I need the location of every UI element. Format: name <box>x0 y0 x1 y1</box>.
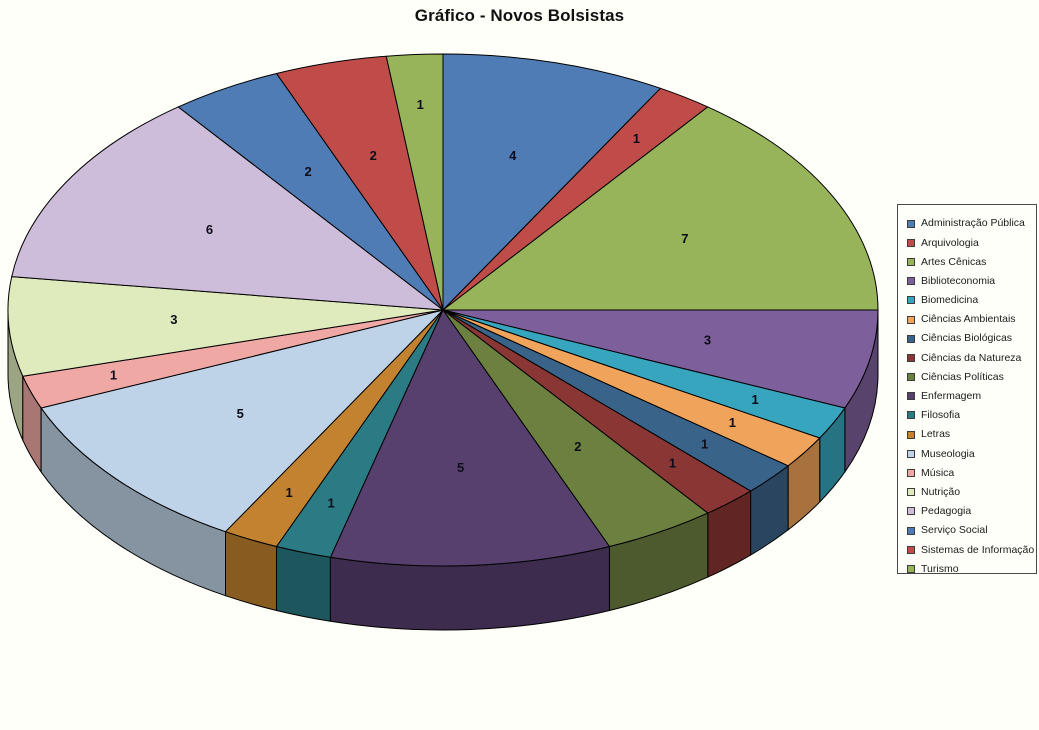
legend-swatch-icon <box>907 526 915 535</box>
legend-item-label: Sistemas de Informação <box>921 543 1035 556</box>
legend-item-label: Arquivologia <box>921 236 979 249</box>
legend-item[interactable]: Biblioteconomia <box>907 272 1036 291</box>
pie-top-faces <box>7 53 879 567</box>
legend-item-label: Artes Cênicas <box>921 255 987 268</box>
legend-swatch-icon <box>907 564 915 573</box>
chart-title: Gráfico - Novos Bolsistas <box>414 6 625 25</box>
legend-item-label: Biomedicina <box>921 294 979 307</box>
legend-swatch-icon <box>907 545 915 554</box>
legend-item-label: Filosofia <box>921 409 961 422</box>
legend-swatch-icon <box>907 257 915 266</box>
pie-slice-wall <box>276 546 331 622</box>
pie-slice-value-label: 2 <box>370 148 377 163</box>
pie-slice[interactable] <box>40 309 444 533</box>
legend-item[interactable]: Música <box>907 463 1036 482</box>
legend-item[interactable]: Arquivologia <box>907 233 1036 252</box>
legend-item[interactable]: Ciências Biológicas <box>907 329 1036 348</box>
legend-swatch-icon <box>907 219 915 228</box>
pie-slice-value-label: 7 <box>681 231 688 246</box>
legend-item[interactable]: Ciências da Natureza <box>907 348 1036 367</box>
legend-swatch-icon <box>907 334 915 343</box>
pie-slice-value-label: 2 <box>305 164 312 179</box>
legend-swatch-icon <box>907 449 915 458</box>
legend-item[interactable]: Serviço Social <box>907 521 1036 540</box>
legend-item[interactable]: Letras <box>907 425 1036 444</box>
pie-slice-value-label: 1 <box>110 367 117 382</box>
legend-item[interactable]: Museologia <box>907 444 1036 463</box>
pie-slice-value-label: 1 <box>669 455 676 470</box>
legend-item-label: Serviço Social <box>921 524 988 537</box>
pie-slice-value-label: 5 <box>457 460 464 475</box>
pie-slice-value-label: 1 <box>328 495 335 510</box>
legend-item[interactable]: Administração Pública <box>907 214 1036 233</box>
legend-item-label: Ciências Políticas <box>921 370 1004 383</box>
pie-slice-value-label: 1 <box>701 436 708 451</box>
pie-slice[interactable] <box>385 53 444 311</box>
pie-slice[interactable] <box>329 309 610 567</box>
legend-item-label: Ciências Ambientais <box>921 313 1016 326</box>
legend-swatch-icon <box>907 507 915 516</box>
legend-item-label: Ciências da Natureza <box>921 351 1022 364</box>
legend-swatch-icon <box>907 392 915 401</box>
legend-swatch-icon <box>907 430 915 439</box>
legend-swatch-icon <box>907 315 915 324</box>
pie-slice-value-label: 6 <box>206 222 213 237</box>
pie-slice-value-label: 3 <box>170 312 177 327</box>
legend-item-label: Turismo <box>921 562 959 575</box>
pie-slice-value-label: 1 <box>751 392 758 407</box>
pie-side-walls <box>7 308 879 631</box>
pie-slice-value-label: 1 <box>633 131 640 146</box>
legend-swatch-icon <box>907 373 915 382</box>
legend-item-label: Biblioteconomia <box>921 274 996 287</box>
legend-swatch-icon <box>907 411 915 420</box>
legend-item[interactable]: Sistemas de Informação <box>907 540 1036 559</box>
legend-item-label: Nutrição <box>921 485 961 498</box>
pie-slice-value-label: 1 <box>417 97 424 112</box>
pie-slice[interactable] <box>7 276 444 377</box>
legend-item[interactable]: Biomedicina <box>907 291 1036 310</box>
legend-item[interactable]: Ciências Políticas <box>907 368 1036 387</box>
pie-slice[interactable] <box>442 53 661 311</box>
pie-slice-value-label: 1 <box>729 415 736 430</box>
legend-swatch-icon <box>907 469 915 478</box>
legend-item-label: Museologia <box>921 447 975 460</box>
pie-slice[interactable] <box>11 106 444 311</box>
pie-slice-value-label: 3 <box>704 332 711 347</box>
legend-item-label: Ciências Biológicas <box>921 332 1013 345</box>
pie-slice[interactable] <box>442 106 879 311</box>
legend-swatch-icon <box>907 296 915 305</box>
legend-item-label: Administração Pública <box>921 217 1025 230</box>
legend-item-label: Pedagogia <box>921 505 972 518</box>
legend-item[interactable]: Enfermagem <box>907 387 1036 406</box>
chart-legend: Administração Pública Arquivologia Artes C… <box>897 204 1037 574</box>
pie-slice-value-label: 4 <box>509 148 517 163</box>
legend-item[interactable]: Nutrição <box>907 483 1036 502</box>
legend-item-label: Letras <box>921 428 951 441</box>
legend-swatch-icon <box>907 238 915 247</box>
pie-slice-value-label: 1 <box>285 485 292 500</box>
pie-slice-value-label: 2 <box>574 439 581 454</box>
legend-swatch-icon <box>907 277 915 286</box>
legend-item[interactable]: Artes Cênicas <box>907 252 1036 271</box>
legend-swatch-icon <box>907 488 915 497</box>
legend-item-label: Enfermagem <box>921 390 982 403</box>
legend-item-label: Música <box>921 466 955 479</box>
pie-slice-value-label: 5 <box>237 406 244 421</box>
legend-item[interactable]: Pedagogia <box>907 502 1036 521</box>
legend-item[interactable]: Filosofia <box>907 406 1036 425</box>
pie-slice[interactable] <box>442 309 879 409</box>
legend-item[interactable]: Turismo <box>907 559 1036 578</box>
legend-item[interactable]: Ciências Ambientais <box>907 310 1036 329</box>
legend-swatch-icon <box>907 353 915 362</box>
